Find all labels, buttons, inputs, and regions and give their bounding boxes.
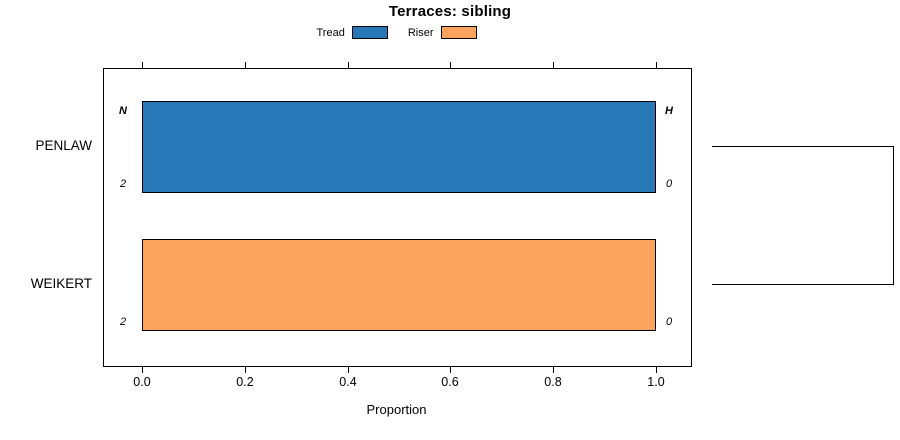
bottom-tick (245, 367, 246, 373)
legend-item-tread: Tread (317, 26, 388, 39)
top-tick (348, 62, 349, 68)
top-tick (245, 62, 246, 68)
legend: Tread Riser (103, 26, 690, 39)
chart-title: Terraces: sibling (388, 3, 512, 20)
bottom-tick (553, 367, 554, 373)
annotation-n-value-row2: 2 (119, 316, 127, 328)
bottom-tick (348, 367, 349, 373)
bottom-tick (142, 367, 143, 373)
x-axis-title: Proportion (366, 402, 427, 417)
x-tick-label: 0.2 (236, 375, 254, 389)
bottom-tick (450, 367, 451, 373)
plot-area: 0.0 0.2 0.4 0.6 0.8 1.0 N 2 H 0 2 0 (103, 62, 692, 389)
top-tick (553, 62, 554, 68)
cluster-bracket-bottom-line (712, 284, 894, 285)
annotation-h-value-row1: 0 (665, 178, 673, 190)
x-tick-label: 0.8 (544, 375, 562, 389)
annotation-n-header: N (119, 105, 127, 117)
x-tick-label: 0.6 (441, 375, 459, 389)
legend-label-tread: Tread (316, 26, 345, 39)
legend-item-riser: Riser (408, 26, 477, 39)
legend-swatch-tread (351, 26, 388, 39)
x-tick-label: 1.0 (647, 375, 665, 389)
bar (142, 239, 656, 331)
y-axis-label-weikert: WEIKERT (30, 276, 92, 291)
cluster-bracket-top-line (712, 146, 894, 147)
cluster-bracket-join-line (893, 146, 894, 285)
top-tick (142, 62, 143, 68)
legend-swatch-riser (440, 26, 477, 39)
y-axis-label-penlaw: PENLAW (35, 138, 92, 153)
top-tick (656, 62, 657, 68)
x-tick-label: 0.4 (339, 375, 357, 389)
bottom-tick (656, 367, 657, 373)
annotation-n-value-row1: 2 (119, 178, 127, 190)
legend-label-riser: Riser (407, 26, 434, 39)
bar (142, 101, 656, 193)
annotation-h-value-row2: 0 (665, 316, 673, 328)
x-tick-label: 0.0 (133, 375, 151, 389)
annotation-h-header: H (665, 105, 673, 117)
top-tick (450, 62, 451, 68)
